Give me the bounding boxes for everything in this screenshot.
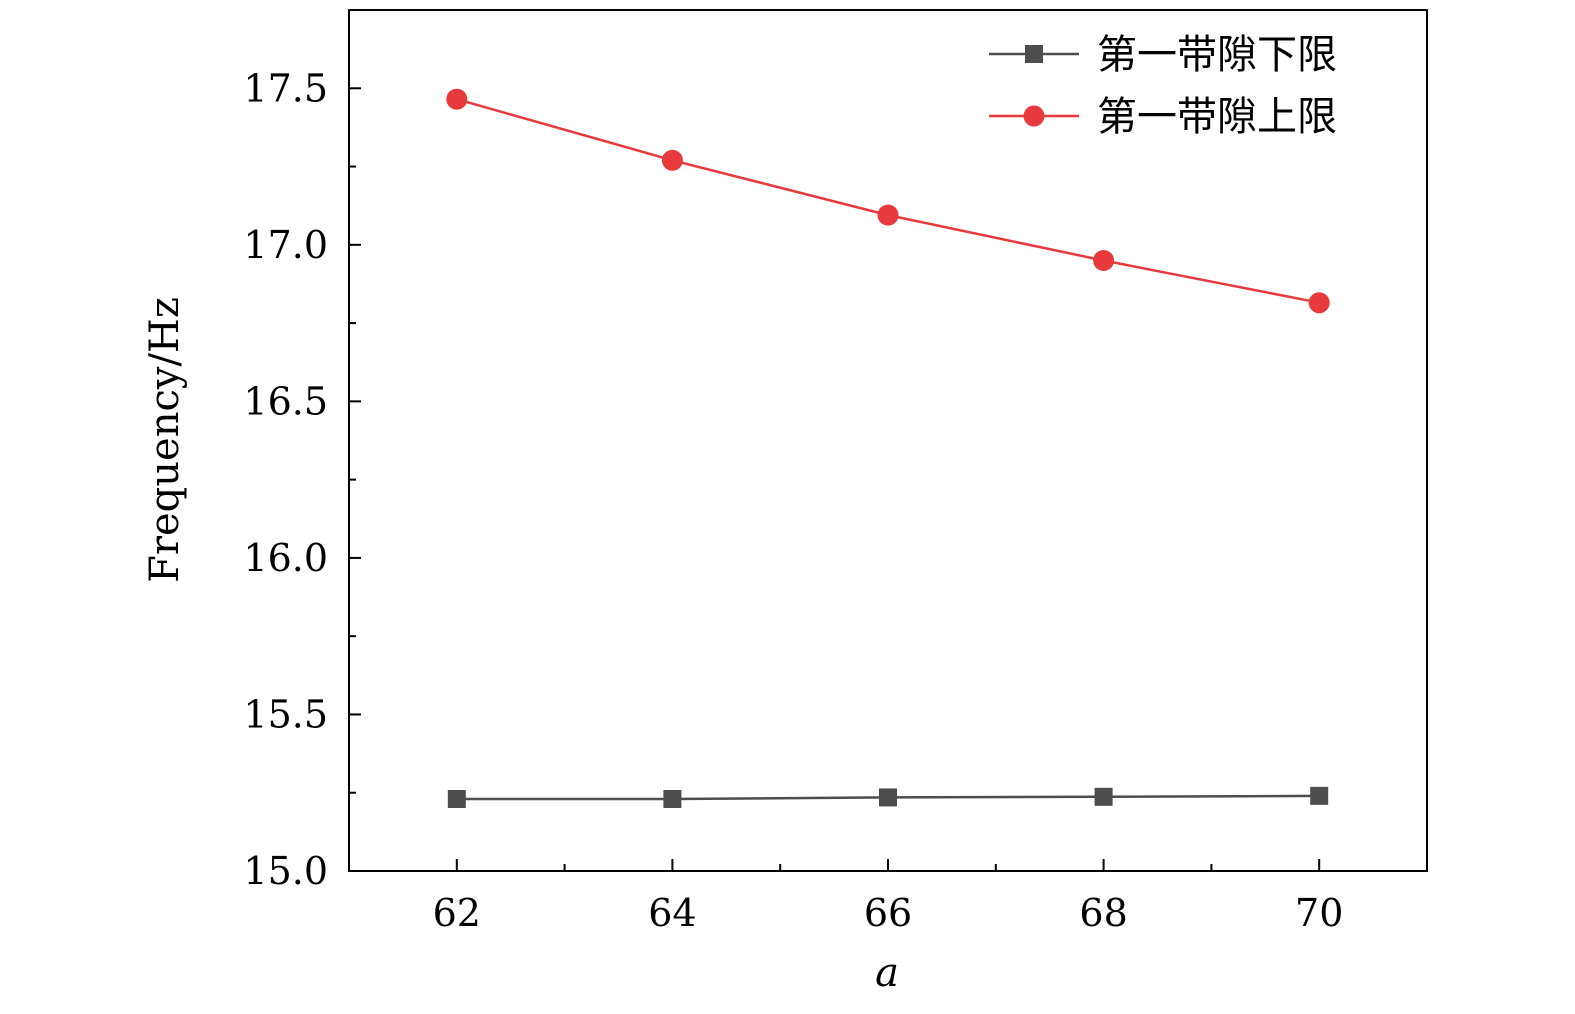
data-point	[661, 149, 683, 171]
legend-item-1: 第一带隙下限	[989, 32, 1337, 78]
x-tick-label: 66	[864, 891, 912, 935]
data-point	[446, 88, 468, 110]
x-tick-label: 70	[1295, 891, 1343, 935]
y-tick-label: 16.0	[243, 536, 328, 580]
data-point	[663, 789, 682, 808]
series-1	[447, 786, 1329, 808]
data-point	[1094, 787, 1113, 806]
legend-marker	[1025, 45, 1043, 63]
y-tick-label: 17.5	[243, 66, 328, 110]
series-2	[446, 88, 1330, 314]
tick-labels: 62 64 66 68 70 15.0 15.5 16.0 16.5 17.0 17.5	[243, 66, 1343, 935]
y-tick-label: 16.5	[243, 379, 328, 423]
legend-label: 第一带隙上限	[1097, 94, 1337, 140]
data-point	[877, 204, 899, 226]
x-tick-label: 62	[433, 891, 481, 935]
series-layer	[446, 88, 1330, 808]
data-point	[879, 788, 897, 807]
y-tick-label: 17.0	[243, 223, 328, 267]
legend-label: 第一带隙下限	[1097, 32, 1337, 78]
minor-ticks	[349, 165, 1213, 871]
y-tick-label: 15.5	[243, 692, 328, 736]
y-tick-label: 15.0	[243, 849, 328, 893]
data-point	[1310, 786, 1329, 805]
legend-marker	[1023, 105, 1045, 127]
data-point	[447, 789, 466, 808]
data-point	[1093, 249, 1115, 271]
x-axis-label: a	[875, 950, 899, 996]
data-point	[1308, 292, 1330, 314]
major-ticks	[349, 87, 1321, 872]
x-tick-label: 68	[1079, 891, 1127, 935]
x-tick-label: 64	[648, 891, 696, 935]
legend-item-2: 第一带隙上限	[989, 94, 1337, 140]
y-axis-label: Frequency/Hz	[142, 297, 188, 583]
